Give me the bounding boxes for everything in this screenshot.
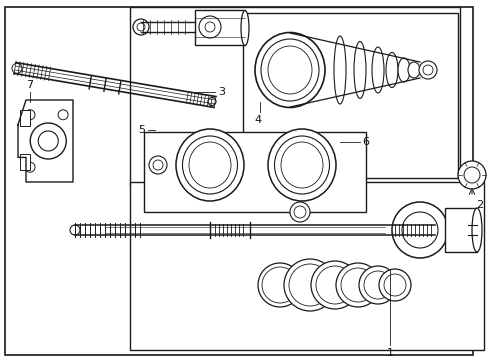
Bar bbox=[195, 10, 244, 45]
Circle shape bbox=[149, 156, 167, 174]
Ellipse shape bbox=[176, 129, 244, 201]
Ellipse shape bbox=[385, 53, 397, 87]
Circle shape bbox=[38, 131, 58, 151]
Ellipse shape bbox=[371, 47, 383, 93]
Circle shape bbox=[199, 16, 221, 38]
Circle shape bbox=[284, 259, 335, 311]
Bar bbox=[444, 208, 476, 252]
Circle shape bbox=[258, 263, 302, 307]
Circle shape bbox=[401, 212, 437, 248]
Ellipse shape bbox=[333, 36, 346, 104]
Circle shape bbox=[70, 225, 80, 235]
Circle shape bbox=[358, 266, 396, 304]
Ellipse shape bbox=[407, 62, 419, 78]
Circle shape bbox=[25, 162, 35, 172]
Circle shape bbox=[207, 98, 216, 105]
Text: 5: 5 bbox=[138, 125, 145, 135]
Circle shape bbox=[133, 19, 149, 35]
Circle shape bbox=[310, 261, 358, 309]
Text: 2: 2 bbox=[475, 200, 482, 210]
Circle shape bbox=[383, 274, 405, 296]
Ellipse shape bbox=[281, 142, 323, 188]
Circle shape bbox=[288, 264, 330, 306]
Circle shape bbox=[315, 266, 353, 304]
Circle shape bbox=[204, 22, 215, 32]
Circle shape bbox=[340, 268, 374, 302]
Circle shape bbox=[153, 160, 163, 170]
Circle shape bbox=[457, 161, 485, 189]
Text: 3: 3 bbox=[218, 87, 224, 97]
Circle shape bbox=[463, 167, 479, 183]
Ellipse shape bbox=[397, 58, 409, 82]
Ellipse shape bbox=[261, 39, 318, 101]
Bar bbox=[130, 7, 459, 185]
Ellipse shape bbox=[254, 32, 325, 108]
Bar bbox=[20, 154, 30, 170]
Ellipse shape bbox=[241, 10, 248, 45]
Ellipse shape bbox=[267, 129, 335, 201]
Circle shape bbox=[262, 267, 297, 303]
Text: 4: 4 bbox=[254, 115, 261, 125]
Circle shape bbox=[293, 206, 305, 218]
Circle shape bbox=[289, 202, 309, 222]
Circle shape bbox=[30, 123, 66, 159]
Bar bbox=[143, 132, 365, 212]
Text: 7: 7 bbox=[26, 80, 34, 90]
Ellipse shape bbox=[353, 41, 365, 99]
Circle shape bbox=[363, 271, 391, 299]
Circle shape bbox=[12, 63, 22, 73]
Circle shape bbox=[378, 269, 410, 301]
Ellipse shape bbox=[267, 46, 311, 94]
Circle shape bbox=[418, 61, 436, 79]
Ellipse shape bbox=[471, 208, 481, 252]
Ellipse shape bbox=[274, 136, 329, 194]
Text: 1: 1 bbox=[386, 348, 393, 358]
Text: 6: 6 bbox=[361, 137, 368, 147]
Bar bbox=[20, 110, 30, 126]
Circle shape bbox=[58, 110, 68, 120]
Circle shape bbox=[335, 263, 379, 307]
Circle shape bbox=[391, 202, 447, 258]
Circle shape bbox=[25, 110, 35, 120]
Bar bbox=[130, 182, 483, 350]
Ellipse shape bbox=[182, 136, 237, 194]
Bar bbox=[243, 13, 457, 178]
Ellipse shape bbox=[189, 142, 230, 188]
Circle shape bbox=[137, 23, 145, 31]
Circle shape bbox=[422, 65, 432, 75]
